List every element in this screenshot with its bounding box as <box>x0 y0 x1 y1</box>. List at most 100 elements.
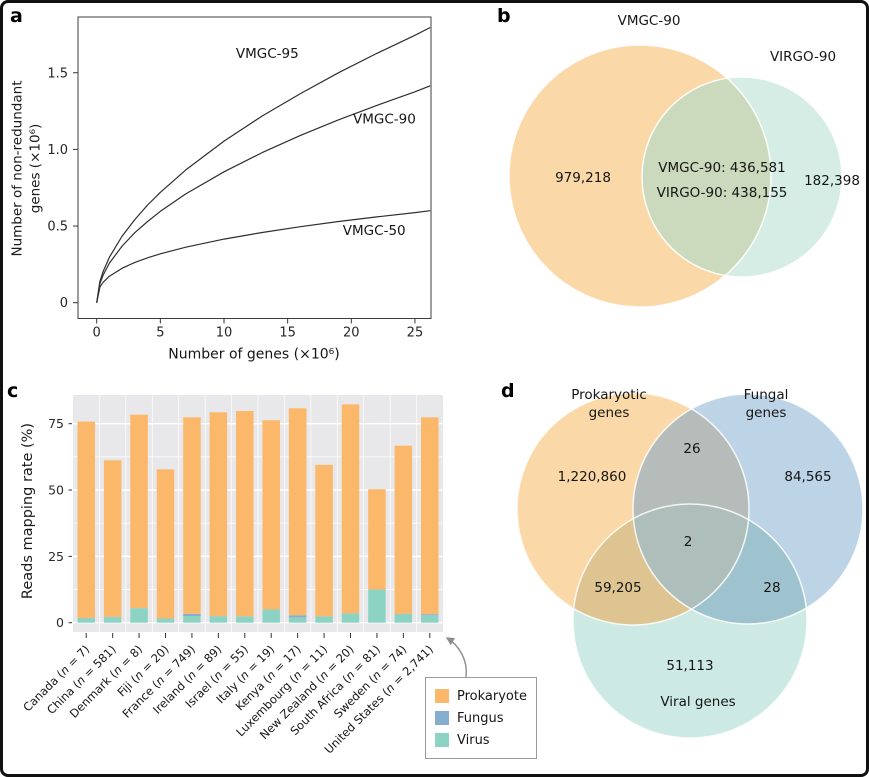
y-axis-title-line1: Number of non-redundant <box>9 80 26 257</box>
panel-a-x-axis-title: Number of genes (×10⁶) <box>168 346 340 363</box>
bar-segment-virus <box>209 616 228 623</box>
bar-segment-virus <box>103 616 122 623</box>
bar-segment-virus <box>315 616 333 623</box>
bar-segment-virus <box>262 609 280 623</box>
legend-item-prokaryote: Prokaryote <box>435 685 532 707</box>
venn-d-viral-outline <box>572 503 808 739</box>
panel-c-y-axis-title: Reads mapping rate (%) <box>20 422 36 600</box>
venn-b-intersection-line2: VIRGO-90: 438,155 <box>656 184 788 201</box>
bar-segment-prokaryote <box>394 445 413 614</box>
bar-segment-virus <box>368 589 386 623</box>
venn-d-prokaryote-value: 1,220,860 <box>557 468 627 485</box>
venn-b-right-outline <box>641 76 843 278</box>
venn-d-prok-viral-value: 59,205 <box>594 579 642 596</box>
panel-a-plot-box <box>77 16 432 319</box>
legend-label: Prokaryote <box>457 688 527 704</box>
panel-b-venn <box>508 44 843 308</box>
bar-segment-prokaryote <box>156 469 175 619</box>
venn-d-prok-fungal-value: 26 <box>683 440 701 457</box>
y-tick-label: 1.0 <box>47 143 68 158</box>
curve-label-VMGC-50: VMGC-50 <box>343 223 406 239</box>
bar-segment-prokaryote <box>130 414 148 609</box>
bar-segment-virus <box>183 616 201 623</box>
bar-segment-prokaryote <box>315 464 333 617</box>
x-tick-label: 20 <box>343 326 360 341</box>
bar-segment-prokaryote <box>77 421 95 618</box>
venn-d-viral-set-title: Viral genes <box>660 693 736 710</box>
venn-b-overlap <box>642 77 771 277</box>
bar-segment-virus <box>130 608 148 623</box>
venn-b-intersection-line1: VMGC-90: 436,581 <box>658 159 786 176</box>
panel-a-y-axis-title: Number of non-redundant genes (×10⁶) <box>10 19 45 319</box>
legend-item-fungus: Fungus <box>435 707 532 729</box>
virus-swatch-icon <box>435 733 449 747</box>
x-tick-label: 10 <box>216 326 233 341</box>
venn-b-right-set-title: VIRGO-90 <box>769 48 837 65</box>
x-tick-label: 0 <box>93 326 101 341</box>
venn-b-right-value: 182,398 <box>804 172 860 189</box>
y-tick-label: 1.5 <box>47 66 68 81</box>
y-tick-label: 25 <box>48 549 64 564</box>
bar-segment-prokaryote <box>183 417 201 614</box>
bar-segment-prokaryote <box>421 417 439 615</box>
bar-segment-prokaryote <box>236 410 254 617</box>
venn-d-viral-value: 51,113 <box>666 657 714 674</box>
bar-segment-virus <box>288 617 307 623</box>
venn-b-left-value: 979,218 <box>555 169 611 186</box>
x-tick-label: 25 <box>407 326 424 341</box>
y-tick-label: 75 <box>48 416 64 431</box>
venn-d-prokaryote-set-title: Prokaryotic genes <box>571 386 647 421</box>
bar-segment-virus <box>77 617 95 623</box>
curve-VMGC-50 <box>96 210 431 303</box>
panel-label-b: b <box>497 5 511 27</box>
venn-d-prokaryote-outline <box>516 392 750 626</box>
x-tick-label: 15 <box>279 326 296 341</box>
bar-segment-prokaryote <box>341 404 360 614</box>
venn-d-center-value: 2 <box>683 533 693 550</box>
fungus-swatch-icon <box>435 711 449 725</box>
bar-segment-virus <box>341 613 360 623</box>
panel-d-venn <box>516 392 864 739</box>
legend-item-virus: Virus <box>435 729 532 751</box>
panel-label-a: a <box>10 5 23 27</box>
bar-segment-virus <box>421 615 439 623</box>
bar-segment-fungus <box>183 613 201 617</box>
bar-segment-prokaryote <box>262 420 280 610</box>
panel-label-c: c <box>7 380 19 402</box>
y-axis-title-line2: genes (×10⁶) <box>27 123 43 214</box>
bar-segment-fungus <box>421 614 439 616</box>
venn-b-left-outline <box>508 44 772 308</box>
bar-segment-prokaryote <box>103 460 122 617</box>
bar-segment-fungus <box>288 615 307 618</box>
venn-d-fungal-outline <box>632 393 864 625</box>
y-tick-label: 0 <box>56 615 64 630</box>
bar-segment-prokaryote <box>209 412 228 617</box>
annotation-arrow <box>445 637 467 678</box>
curve-label-VMGC-95: VMGC-95 <box>236 46 299 62</box>
y-tick-label: 50 <box>48 483 64 498</box>
bar-segment-virus <box>156 618 175 623</box>
bar-segment-virus <box>236 616 254 623</box>
venn-d-fungal-value: 84,565 <box>784 468 832 485</box>
curve-VMGC-90 <box>96 85 431 303</box>
curve-VMGC-95 <box>96 26 431 303</box>
bar-segment-prokaryote <box>368 489 386 590</box>
panel-label-d: d <box>501 380 515 402</box>
x-tick-label: 5 <box>156 326 164 341</box>
legend-label: Fungus <box>457 710 504 726</box>
bar-segment-prokaryote <box>288 408 307 616</box>
y-tick-label: 0 <box>60 296 68 311</box>
bar-segment-virus <box>394 613 413 623</box>
venn-b-left-set-title: VMGC-90 <box>617 12 681 29</box>
legend-label: Virus <box>457 732 490 748</box>
venn-d-fungal-set-title: Fungal genes <box>743 386 789 421</box>
panel-a-line-chart: 0 5 10 15 20 25 0 0.5 1.0 1.5 VMGC-95 VMGC-90 VMGC-5… <box>47 16 432 341</box>
y-tick-label: 0.5 <box>47 220 68 235</box>
prokaryote-swatch-icon <box>435 689 449 703</box>
legend: Prokaryote Fungus Virus <box>425 677 537 759</box>
venn-d-fungal-viral-value: 28 <box>763 579 781 596</box>
curve-label-VMGC-90: VMGC-90 <box>353 111 416 127</box>
